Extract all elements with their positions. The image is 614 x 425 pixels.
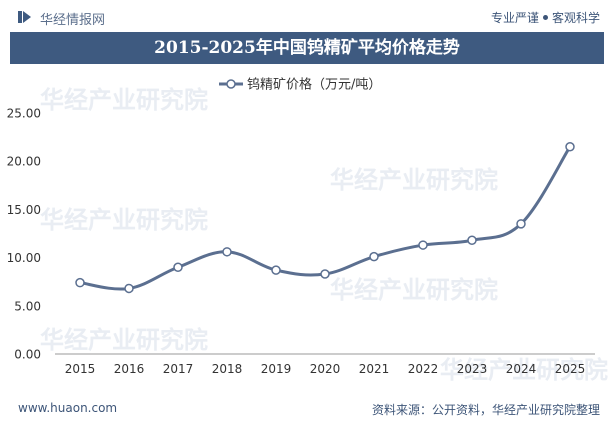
- watermark-text: 华经产业研究院: [40, 86, 208, 114]
- legend-marker: [226, 79, 236, 89]
- y-tick-label: 15.00: [7, 203, 41, 217]
- x-tick-label: 2015: [65, 362, 96, 376]
- data-point-2016: [124, 283, 134, 294]
- slogan-left: 专业严谨: [490, 11, 539, 25]
- y-tick-label: 10.00: [7, 251, 41, 265]
- data-point-2018: [222, 247, 232, 257]
- x-tick-label: 2017: [163, 362, 194, 376]
- footer: www.huaon.com 资料来源：公开资料，华经产业研究院整理: [0, 392, 614, 425]
- data-points: [75, 141, 575, 294]
- data-point-2025: [565, 141, 575, 152]
- slogan-dot: [542, 15, 548, 20]
- data-point-2015: [75, 277, 85, 288]
- x-tick-labels: 2015 2016 2017 2018 2019 2020 2021 2022 2023 2024…: [65, 362, 586, 376]
- website-link[interactable]: www.huaon.com: [18, 401, 118, 415]
- x-tick-label: 2024: [506, 362, 537, 376]
- source-note: 资料来源：公开资料，华经产业研究院整理: [371, 403, 600, 417]
- chart-title: 2015-2025年中国钨精矿平均价格走势: [10, 32, 604, 64]
- y-tick-label: 25.00: [7, 107, 41, 121]
- y-tick-labels: 0.00 5.00 10.00 15.00 20.00 25.00: [7, 107, 41, 362]
- watermark-text: 华经产业研究院: [40, 326, 208, 354]
- data-point-2021: [369, 251, 379, 262]
- x-tick-label: 2018: [212, 362, 243, 376]
- watermark-text: 华经产业研究院: [330, 276, 498, 304]
- data-point-2020: [320, 269, 330, 279]
- watermark-text: 华经产业研究院: [330, 166, 498, 194]
- x-tick-label: 2025: [555, 362, 586, 376]
- huaon-logo-icon: [18, 11, 31, 23]
- y-tick-label: 5.00: [14, 299, 41, 313]
- legend: 钨精矿价格（万元/吨）: [219, 77, 381, 93]
- x-tick-label: 2019: [261, 362, 292, 376]
- legend-label: 钨精矿价格（万元/吨）: [247, 77, 381, 93]
- watermark-text: 华经产业研究院: [440, 356, 608, 384]
- data-point-2017: [173, 262, 183, 272]
- watermarks: 华经产业研究院华经产业研究院华经产业研究院华经产业研究院华经产业研究院华经产业研…: [40, 86, 608, 384]
- watermark-text: 华经产业研究院: [40, 206, 208, 234]
- brand-name: 华经情报网: [40, 13, 106, 28]
- slogan: 专业严谨 客观科学: [491, 9, 600, 26]
- data-point-2019: [271, 265, 281, 275]
- x-tick-label: 2022: [408, 362, 439, 376]
- x-tick-label: 2023: [457, 362, 488, 376]
- slogan-right: 客观科学: [551, 11, 600, 25]
- data-point-2023: [467, 235, 477, 245]
- data-point-2024: [516, 219, 526, 229]
- x-tick-label: 2016: [114, 362, 145, 376]
- top-bar: 华经情报网 专业严谨 客观科学: [0, 0, 614, 32]
- x-tick-label: 2021: [359, 362, 390, 376]
- y-tick-label: 20.00: [7, 155, 41, 169]
- data-point-2022: [418, 240, 428, 250]
- x-tick-label: 2020: [310, 362, 341, 376]
- y-tick-label: 0.00: [14, 348, 41, 362]
